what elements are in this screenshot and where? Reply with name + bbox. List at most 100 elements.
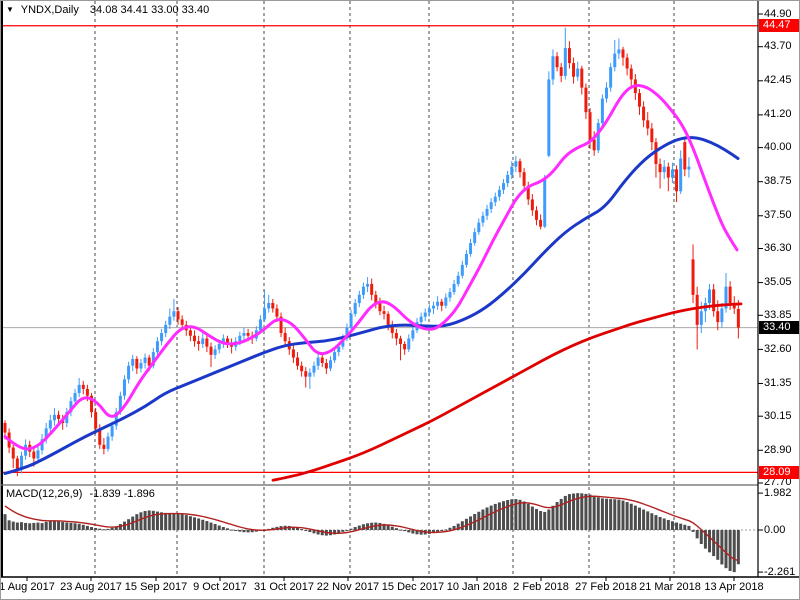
candle-body (563, 48, 567, 76)
candle-body (258, 319, 262, 331)
macd-bar (390, 526, 394, 530)
macd-bar (502, 501, 506, 530)
symbol-period-label: YNDX,Daily (20, 4, 79, 16)
candle-body (110, 425, 114, 437)
candle-body (609, 67, 613, 88)
candle-body (736, 309, 740, 328)
candle-body (658, 163, 662, 173)
price-tick-label: 44.90 (764, 7, 792, 20)
macd-bar (353, 527, 357, 530)
resistance-price-tag: 44.47 (759, 19, 799, 33)
candle-body (522, 172, 526, 186)
candle-body (118, 395, 122, 413)
macd-bar (584, 493, 588, 530)
macd-bar (213, 524, 217, 530)
candle-body (473, 232, 477, 244)
macd-bar (609, 499, 613, 530)
macd-bar (555, 502, 559, 530)
candle-body (559, 67, 563, 76)
macd-bar (118, 524, 122, 530)
candle-body (324, 363, 328, 369)
macd-bar (44, 521, 48, 530)
candle-body (3, 423, 7, 433)
candle-body (588, 112, 592, 140)
macd-values: -1.839 -1.896 (89, 488, 155, 500)
macd-bar (250, 530, 254, 533)
chevron-down-icon[interactable]: ▼ (6, 5, 14, 14)
macd-bar (201, 519, 205, 530)
macd-bar (73, 523, 77, 530)
candle-body (419, 316, 423, 323)
macd-bar (234, 530, 238, 531)
candle-body (481, 215, 485, 223)
candle-body (407, 338, 411, 350)
macd-bar (695, 530, 699, 539)
macd-bar (296, 527, 300, 530)
candle-body (699, 311, 703, 325)
price-tick-label: 28.90 (764, 443, 792, 456)
macd-bar (193, 517, 197, 530)
macd-bar (378, 522, 382, 530)
macd-bar (679, 523, 683, 530)
candle-body (345, 327, 349, 339)
macd-bar (464, 518, 468, 530)
candle-body (695, 294, 699, 325)
candle-body (205, 338, 209, 347)
candle-body (460, 264, 464, 276)
macd-bar (736, 530, 740, 565)
macd-bar (32, 522, 36, 530)
macd-bar (366, 523, 370, 530)
candle-body (19, 455, 23, 470)
macd-bar (151, 510, 155, 530)
macd-bar (551, 505, 555, 530)
candle-body (337, 346, 341, 353)
macd-bar (102, 529, 106, 531)
macd-bar (57, 521, 61, 530)
moving-average-lines (3, 84, 743, 482)
macd-bar (94, 527, 98, 530)
macd-bar (168, 513, 172, 530)
candle-body (275, 308, 279, 317)
date-tick-label: 9 Oct 2017 (193, 581, 247, 593)
macd-bar (312, 530, 316, 534)
candle-body (246, 333, 250, 336)
macd-bar (209, 522, 213, 530)
price-tick-label: 33.85 (764, 308, 792, 321)
candle-body (572, 63, 576, 77)
macd-bar (11, 521, 15, 530)
price-tick-label: 41.20 (764, 108, 792, 121)
candle-body (225, 338, 229, 343)
candle-body (172, 311, 176, 317)
candle-body (160, 333, 164, 342)
macd-bar (530, 506, 534, 530)
candle-body (506, 174, 510, 184)
candle-body (547, 79, 551, 156)
candle-body (135, 358, 139, 369)
candle-body (180, 319, 184, 325)
candle-body (469, 243, 473, 254)
candle-body (69, 401, 73, 413)
macd-bar (485, 507, 489, 530)
macd-bar (180, 514, 184, 530)
macd-bar (662, 518, 666, 530)
macd-bar (580, 493, 584, 530)
candle-body (271, 303, 275, 309)
candle-body (662, 166, 666, 173)
macd-bar (567, 494, 571, 530)
candle-body (304, 371, 308, 377)
macd-bar (188, 516, 192, 530)
macd-bar (304, 530, 308, 531)
candle-body (448, 292, 452, 298)
candle-body (394, 333, 398, 339)
macd-bar (452, 525, 456, 530)
macd-bar (547, 509, 551, 530)
candle-body (732, 303, 736, 309)
candlesticks (3, 27, 740, 477)
macd-bar (526, 503, 530, 530)
price-tick-label: 31.35 (764, 376, 792, 389)
macd-bar (291, 526, 295, 530)
date-tick-label: 13 Apr 2018 (704, 581, 764, 593)
macd-bar (518, 499, 522, 530)
